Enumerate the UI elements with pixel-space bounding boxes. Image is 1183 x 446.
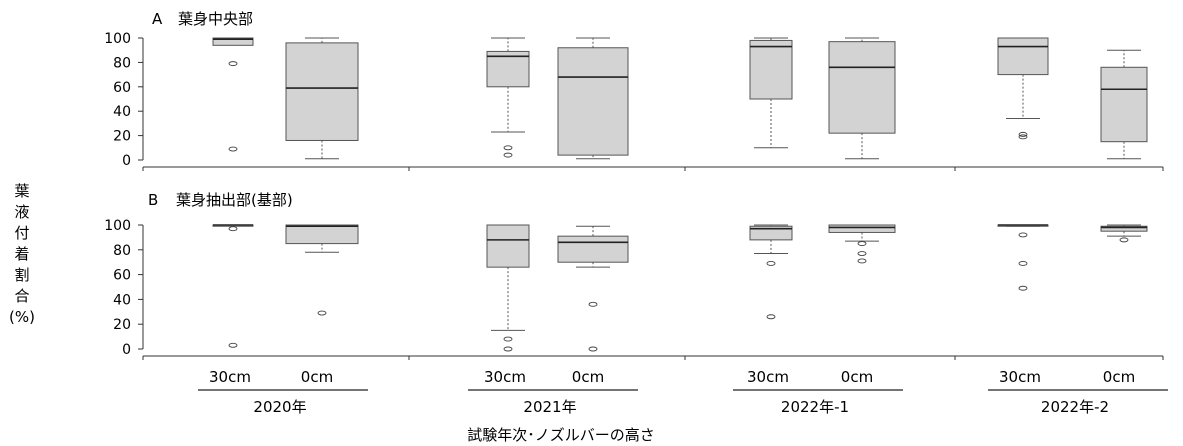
box-iqr [285, 42, 359, 141]
box-iqr [557, 235, 629, 263]
box-iqr [997, 37, 1049, 76]
box-iqr [749, 225, 793, 241]
x-subcategory-label: 0cm [841, 368, 873, 386]
x-subcategory-label: 30cm [999, 368, 1041, 386]
box-plot-2021年-30cm [486, 37, 530, 158]
outlier-point [588, 346, 598, 352]
box-plot-2021年-0cm [557, 225, 629, 352]
y-axis-label-char: 葉 [14, 182, 29, 200]
outlier-point [317, 310, 327, 316]
x-group-label: 2022年-2 [1041, 398, 1109, 416]
x-subcategory-label: 30cm [747, 368, 789, 386]
box-iqr [486, 50, 530, 88]
outlier-point [228, 146, 238, 152]
y-tick-label: 0 [122, 153, 131, 169]
x-group-label: 2021年 [523, 398, 576, 416]
y-axis-label-char: (%) [9, 308, 35, 326]
box-plot-2021年-0cm [557, 37, 629, 160]
x-axis-title: 試験年次･ノズルバーの高さ [467, 426, 655, 444]
x-subcategory-label: 30cm [484, 368, 526, 386]
box-plot-2020年-30cm [212, 37, 254, 152]
y-axis-label-char: 合 [14, 287, 29, 305]
outlier-point [1119, 237, 1129, 243]
y-axis-label-char: 割 [14, 266, 29, 284]
outlier-point [588, 301, 598, 307]
outlier-point [766, 314, 776, 320]
y-tick-label: 100 [104, 31, 131, 47]
y-tick-label: 80 [113, 243, 131, 259]
outlier-point [228, 226, 238, 232]
box-plot-2022年-1-30cm [749, 224, 793, 320]
outlier-point [857, 251, 867, 256]
box-plot-2022年-1-30cm [749, 37, 793, 149]
x-subcategory-label: 0cm [1103, 368, 1135, 386]
outlier-point [1018, 260, 1028, 266]
y-tick-label: 60 [113, 268, 131, 284]
y-tick-label: 20 [113, 317, 131, 333]
box-plot-2022年-2-30cm [997, 37, 1049, 140]
y-tick-label: 40 [113, 292, 131, 308]
panel-a-letter: A [152, 10, 163, 28]
y-tick-label: 60 [113, 80, 131, 96]
y-tick-label: 20 [113, 129, 131, 145]
panel-b-letter: B [148, 191, 158, 209]
y-tick-label: 100 [104, 218, 131, 234]
outlier-point [1018, 134, 1028, 140]
box-iqr [828, 224, 896, 233]
outlier-point [1018, 232, 1028, 238]
box-iqr [486, 224, 530, 268]
box-iqr [1100, 66, 1148, 143]
box-plot-2021年-30cm [486, 224, 530, 352]
box-iqr [557, 47, 629, 156]
outlier-point [503, 145, 513, 151]
box-plot-2022年-2-0cm [1100, 224, 1148, 243]
y-tick-label: 80 [113, 55, 131, 71]
outlier-point [503, 336, 513, 342]
y-tick-label: 0 [122, 342, 131, 358]
panel-a-plot: 0 20 40 60 80 100 [104, 31, 1164, 171]
x-group-label: 2022年-1 [781, 398, 849, 416]
outlier-point [857, 258, 867, 264]
outlier-point [1018, 285, 1028, 291]
box-iqr [1100, 225, 1148, 232]
outlier-point [503, 346, 513, 352]
box-iqr [749, 39, 793, 100]
outlier-point [766, 260, 776, 266]
box-iqr [212, 37, 254, 46]
box-plot-2020年-0cm [285, 37, 359, 160]
outlier-point [228, 61, 238, 67]
box-plot-2022年-1-0cm [828, 37, 896, 160]
box-plot-2020年-30cm [212, 224, 254, 348]
y-axis-label-char: 液 [14, 203, 29, 221]
x-subcategory-label: 0cm [301, 368, 333, 386]
outlier-point [503, 152, 513, 158]
outlier-point [228, 342, 238, 348]
panel-a-title: 葉身中央部 [178, 10, 253, 28]
x-subcategory-label: 30cm [209, 368, 251, 386]
outlier-point [857, 241, 867, 247]
box-iqr [828, 41, 896, 134]
panel-b-plot: 0 20 40 60 80 100 [104, 218, 1164, 360]
x-subcategory-label: 0cm [572, 368, 604, 386]
box-iqr [285, 224, 359, 245]
box-plot-2022年-1-0cm [828, 224, 896, 264]
box-plot-2022年-2-0cm [1100, 49, 1148, 160]
y-axis-label-char: 着 [14, 245, 29, 263]
y-axis-label-char: 付 [14, 224, 29, 242]
box-plot-2020年-0cm [285, 224, 359, 316]
panel-b-title: 葉身抽出部(基部) [176, 191, 293, 209]
outlier-point [1018, 131, 1028, 137]
y-tick-label: 40 [113, 104, 131, 120]
x-group-label: 2020年 [253, 398, 306, 416]
box-plot-2022年-2-30cm [997, 224, 1049, 291]
